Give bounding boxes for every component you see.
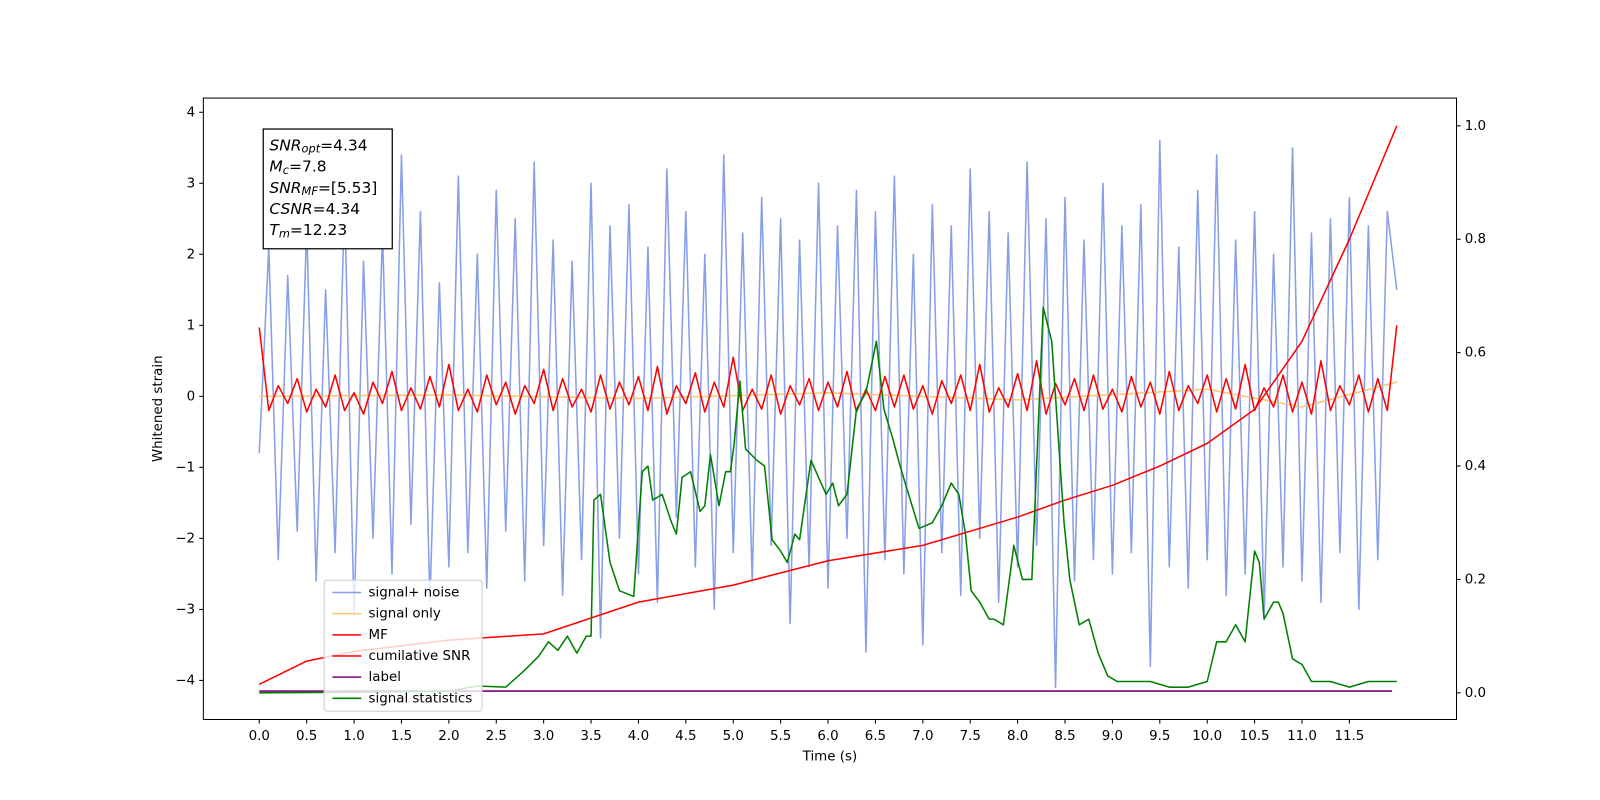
stats-line: SNRopt=4.34: [269, 136, 367, 156]
y-tick-label: 3: [187, 176, 196, 191]
legend-frame: [323, 579, 483, 712]
stats-main: SNR: [269, 136, 301, 154]
x-tick-label: 10.5: [1240, 729, 1270, 744]
stats-sub: c: [283, 163, 290, 177]
y-tick-label: 2: [187, 247, 196, 262]
stats-line: Mc=7.8: [269, 157, 326, 177]
x-tick-label: 8.0: [1007, 729, 1028, 744]
y-axis-label: Whitened strain: [151, 355, 166, 462]
series-line: [258, 139, 1398, 689]
stats-rest: =[5.53]: [318, 178, 377, 196]
stats-line: Tm=12.23: [269, 221, 347, 241]
x-tick-label: 9.5: [1149, 729, 1170, 744]
x-tick-label: 2.5: [486, 729, 507, 744]
x-tick-label: 6.5: [865, 729, 886, 744]
x-axis-label: Time (s): [802, 750, 858, 765]
stats-rest: =4.34: [313, 200, 360, 218]
stats-rest: =4.34: [320, 136, 367, 154]
y-tick-label: 4: [187, 105, 196, 120]
y-tick-label: −4: [175, 673, 195, 688]
y-tick-label: −1: [175, 460, 195, 475]
x-tick-label: 4.0: [628, 729, 649, 744]
x-tick-label: 7.0: [912, 729, 933, 744]
legend-label: signal+ noise: [369, 586, 460, 601]
stats-sub: m: [279, 226, 290, 240]
stats-box-frame: [262, 128, 393, 250]
y2-tick-label: 0.2: [1465, 572, 1486, 587]
x-tick-label: 8.5: [1054, 729, 1075, 744]
x-tick-label: 3.0: [533, 729, 554, 744]
stats-line: CSNR=4.34: [269, 200, 360, 218]
y2-tick-label: 1.0: [1465, 119, 1486, 134]
y2-tick-label: 0.4: [1465, 459, 1486, 474]
stats-main: M: [269, 157, 282, 175]
series-line: [259, 306, 1397, 694]
stats-sub: MF: [302, 184, 319, 198]
x-tick-label: 11.0: [1287, 729, 1317, 744]
x-tick-label: 3.5: [580, 729, 601, 744]
x-tick-label: 2.0: [438, 729, 459, 744]
legend-label: signal only: [369, 607, 441, 622]
x-tick-label: 1.5: [391, 729, 412, 744]
x-tick-label: 4.5: [675, 729, 696, 744]
x-tick-label: 7.5: [960, 729, 981, 744]
y2-tick-label: 0.0: [1465, 686, 1486, 701]
legend-label: cumilative SNR: [369, 649, 471, 664]
x-tick-label: 0.5: [296, 729, 317, 744]
x-tick-label: 5.0: [723, 729, 744, 744]
x-tick-label: 5.5: [770, 729, 791, 744]
x-tick-label: 6.0: [817, 729, 838, 744]
x-tick-label: 0.0: [249, 729, 270, 744]
y-tick-label: −2: [175, 531, 195, 546]
legend: signal+ noise signal only MF cumilative SNR…: [323, 579, 483, 712]
y-tick-label: 0: [187, 389, 196, 404]
stats-sub: opt: [302, 142, 321, 156]
x-tick-label: 10.0: [1192, 729, 1222, 744]
stats-rest: =12.23: [290, 221, 347, 239]
stats-main: T: [269, 221, 280, 239]
legend-label: label: [369, 670, 401, 685]
stats-rest: =7.8: [289, 157, 327, 175]
stats-main: SNR: [269, 178, 301, 196]
stats-line: SNRMF=[5.53]: [269, 178, 377, 198]
legend-label: MF: [369, 628, 388, 643]
y-tick-label: −3: [175, 602, 195, 617]
y-tick-label: 1: [187, 318, 196, 333]
plot-frame: [202, 97, 1458, 720]
series-line: [259, 381, 1397, 408]
x-tick-label: 11.5: [1334, 729, 1364, 744]
stats-box: SNRopt=4.34Mc=7.8SNRMF=[5.53]CSNR=4.34Tm…: [262, 128, 393, 250]
series-line: [258, 325, 1398, 415]
x-tick-label: 1.0: [343, 729, 364, 744]
y2-tick-label: 0.8: [1465, 232, 1486, 247]
y2-tick-label: 0.6: [1465, 346, 1486, 361]
x-tick-label: 9.0: [1102, 729, 1123, 744]
legend-label: signal statistics: [369, 691, 473, 706]
stats-main: CSNR: [269, 200, 312, 218]
